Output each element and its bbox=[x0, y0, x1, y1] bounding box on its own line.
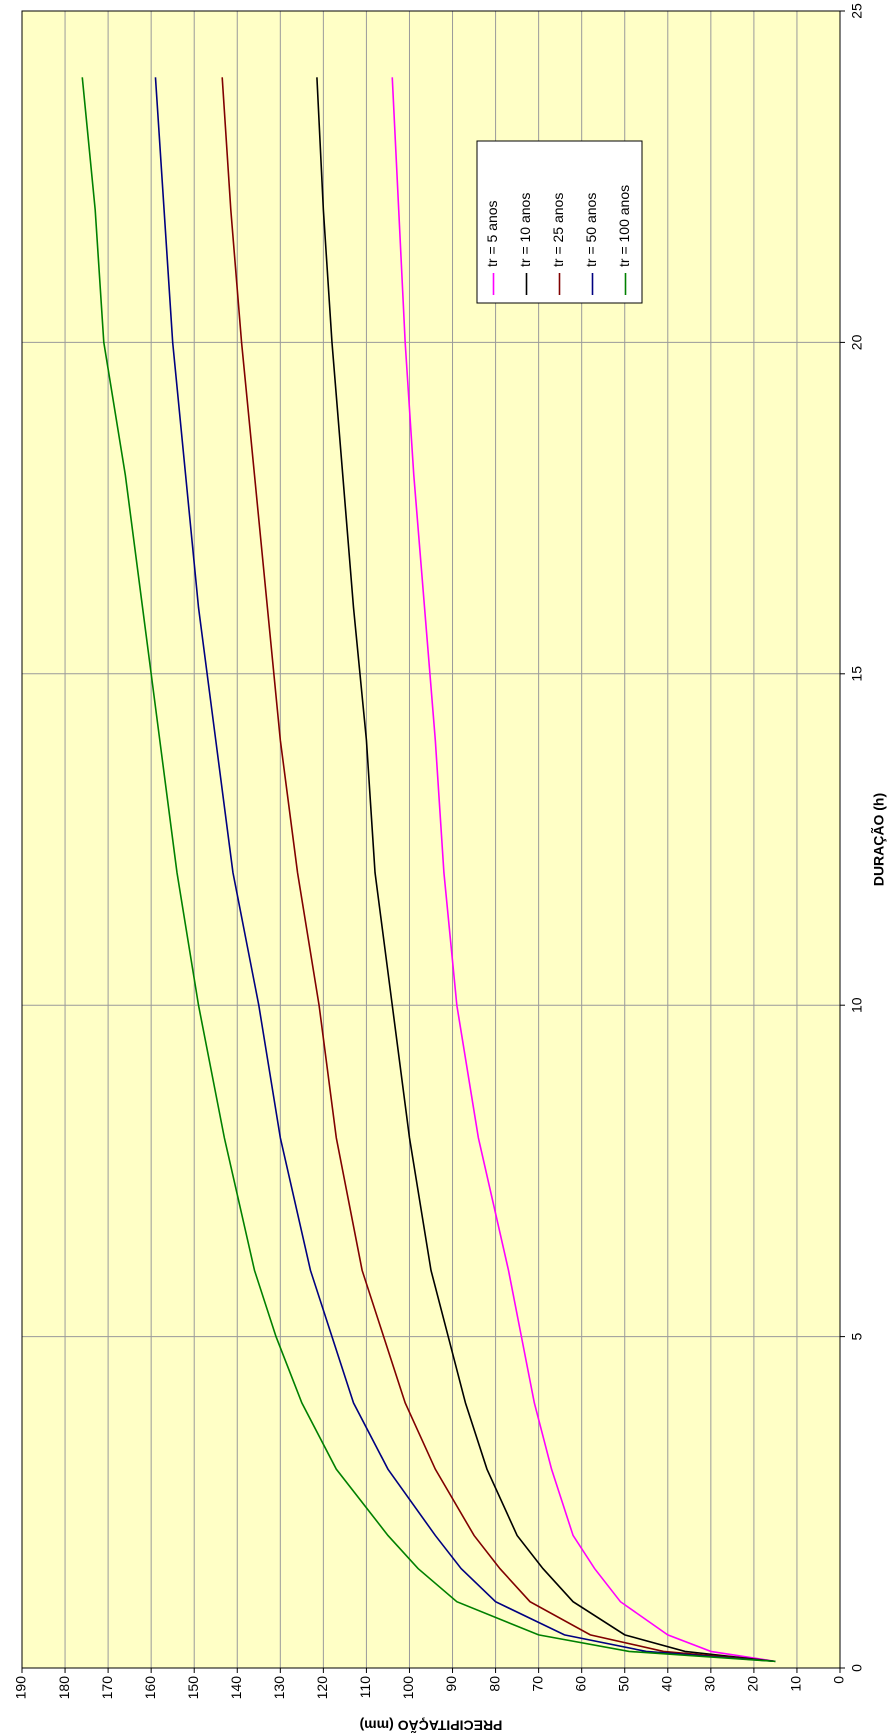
y-tick-label: 120 bbox=[314, 1676, 330, 1700]
y-tick-label: 130 bbox=[271, 1676, 287, 1700]
y-tick-label: 100 bbox=[400, 1676, 416, 1700]
x-tick-label: 0 bbox=[849, 1664, 865, 1672]
series-line bbox=[391, 77, 776, 1663]
x-tick-label: 15 bbox=[849, 666, 865, 682]
y-tick-label: 180 bbox=[56, 1676, 72, 1700]
legend-label: tr = 25 anos bbox=[550, 193, 566, 267]
rotated-chart: 0102030405060708090100110120130140150160… bbox=[13, 3, 887, 1734]
y-tick-label: 80 bbox=[486, 1676, 502, 1692]
y-tick-label: 110 bbox=[357, 1676, 373, 1699]
y-axis-title: PRECIPITAÇÃO (mm) bbox=[360, 1717, 503, 1734]
y-tick-label: 140 bbox=[228, 1676, 244, 1700]
y-tick-label: 70 bbox=[529, 1676, 545, 1692]
y-tick-label: 170 bbox=[99, 1676, 115, 1700]
y-tick-label: 190 bbox=[13, 1676, 29, 1700]
y-tick-label: 50 bbox=[615, 1676, 631, 1692]
series-line bbox=[316, 77, 776, 1663]
y-tick-label: 30 bbox=[702, 1676, 718, 1692]
y-tick-label: 40 bbox=[658, 1676, 674, 1692]
legend-label: tr = 50 anos bbox=[583, 193, 599, 267]
y-tick-label: 60 bbox=[572, 1676, 588, 1692]
x-axis-title: DURAÇÃO (h) bbox=[870, 793, 887, 886]
legend-label: tr = 100 anos bbox=[616, 185, 632, 267]
legend-label: tr = 10 anos bbox=[517, 193, 533, 267]
y-tick-label: 0 bbox=[831, 1676, 847, 1684]
y-tick-label: 160 bbox=[142, 1676, 158, 1700]
y-tick-label: 10 bbox=[788, 1676, 804, 1692]
plot-frame bbox=[21, 10, 841, 1669]
legend-box bbox=[476, 140, 643, 304]
x-tick-label: 5 bbox=[849, 1332, 865, 1340]
y-tick-label: 150 bbox=[185, 1676, 201, 1700]
legend-label: tr = 5 anos bbox=[484, 200, 500, 267]
y-tick-label: 20 bbox=[745, 1676, 761, 1692]
x-tick-label: 10 bbox=[849, 997, 865, 1013]
x-tick-label: 20 bbox=[849, 334, 865, 350]
series-line bbox=[154, 77, 776, 1663]
plot-area bbox=[22, 11, 840, 1668]
y-tick-label: 90 bbox=[443, 1676, 459, 1692]
x-tick-label: 25 bbox=[849, 3, 865, 19]
series-line bbox=[81, 77, 776, 1663]
series-line bbox=[221, 77, 776, 1663]
